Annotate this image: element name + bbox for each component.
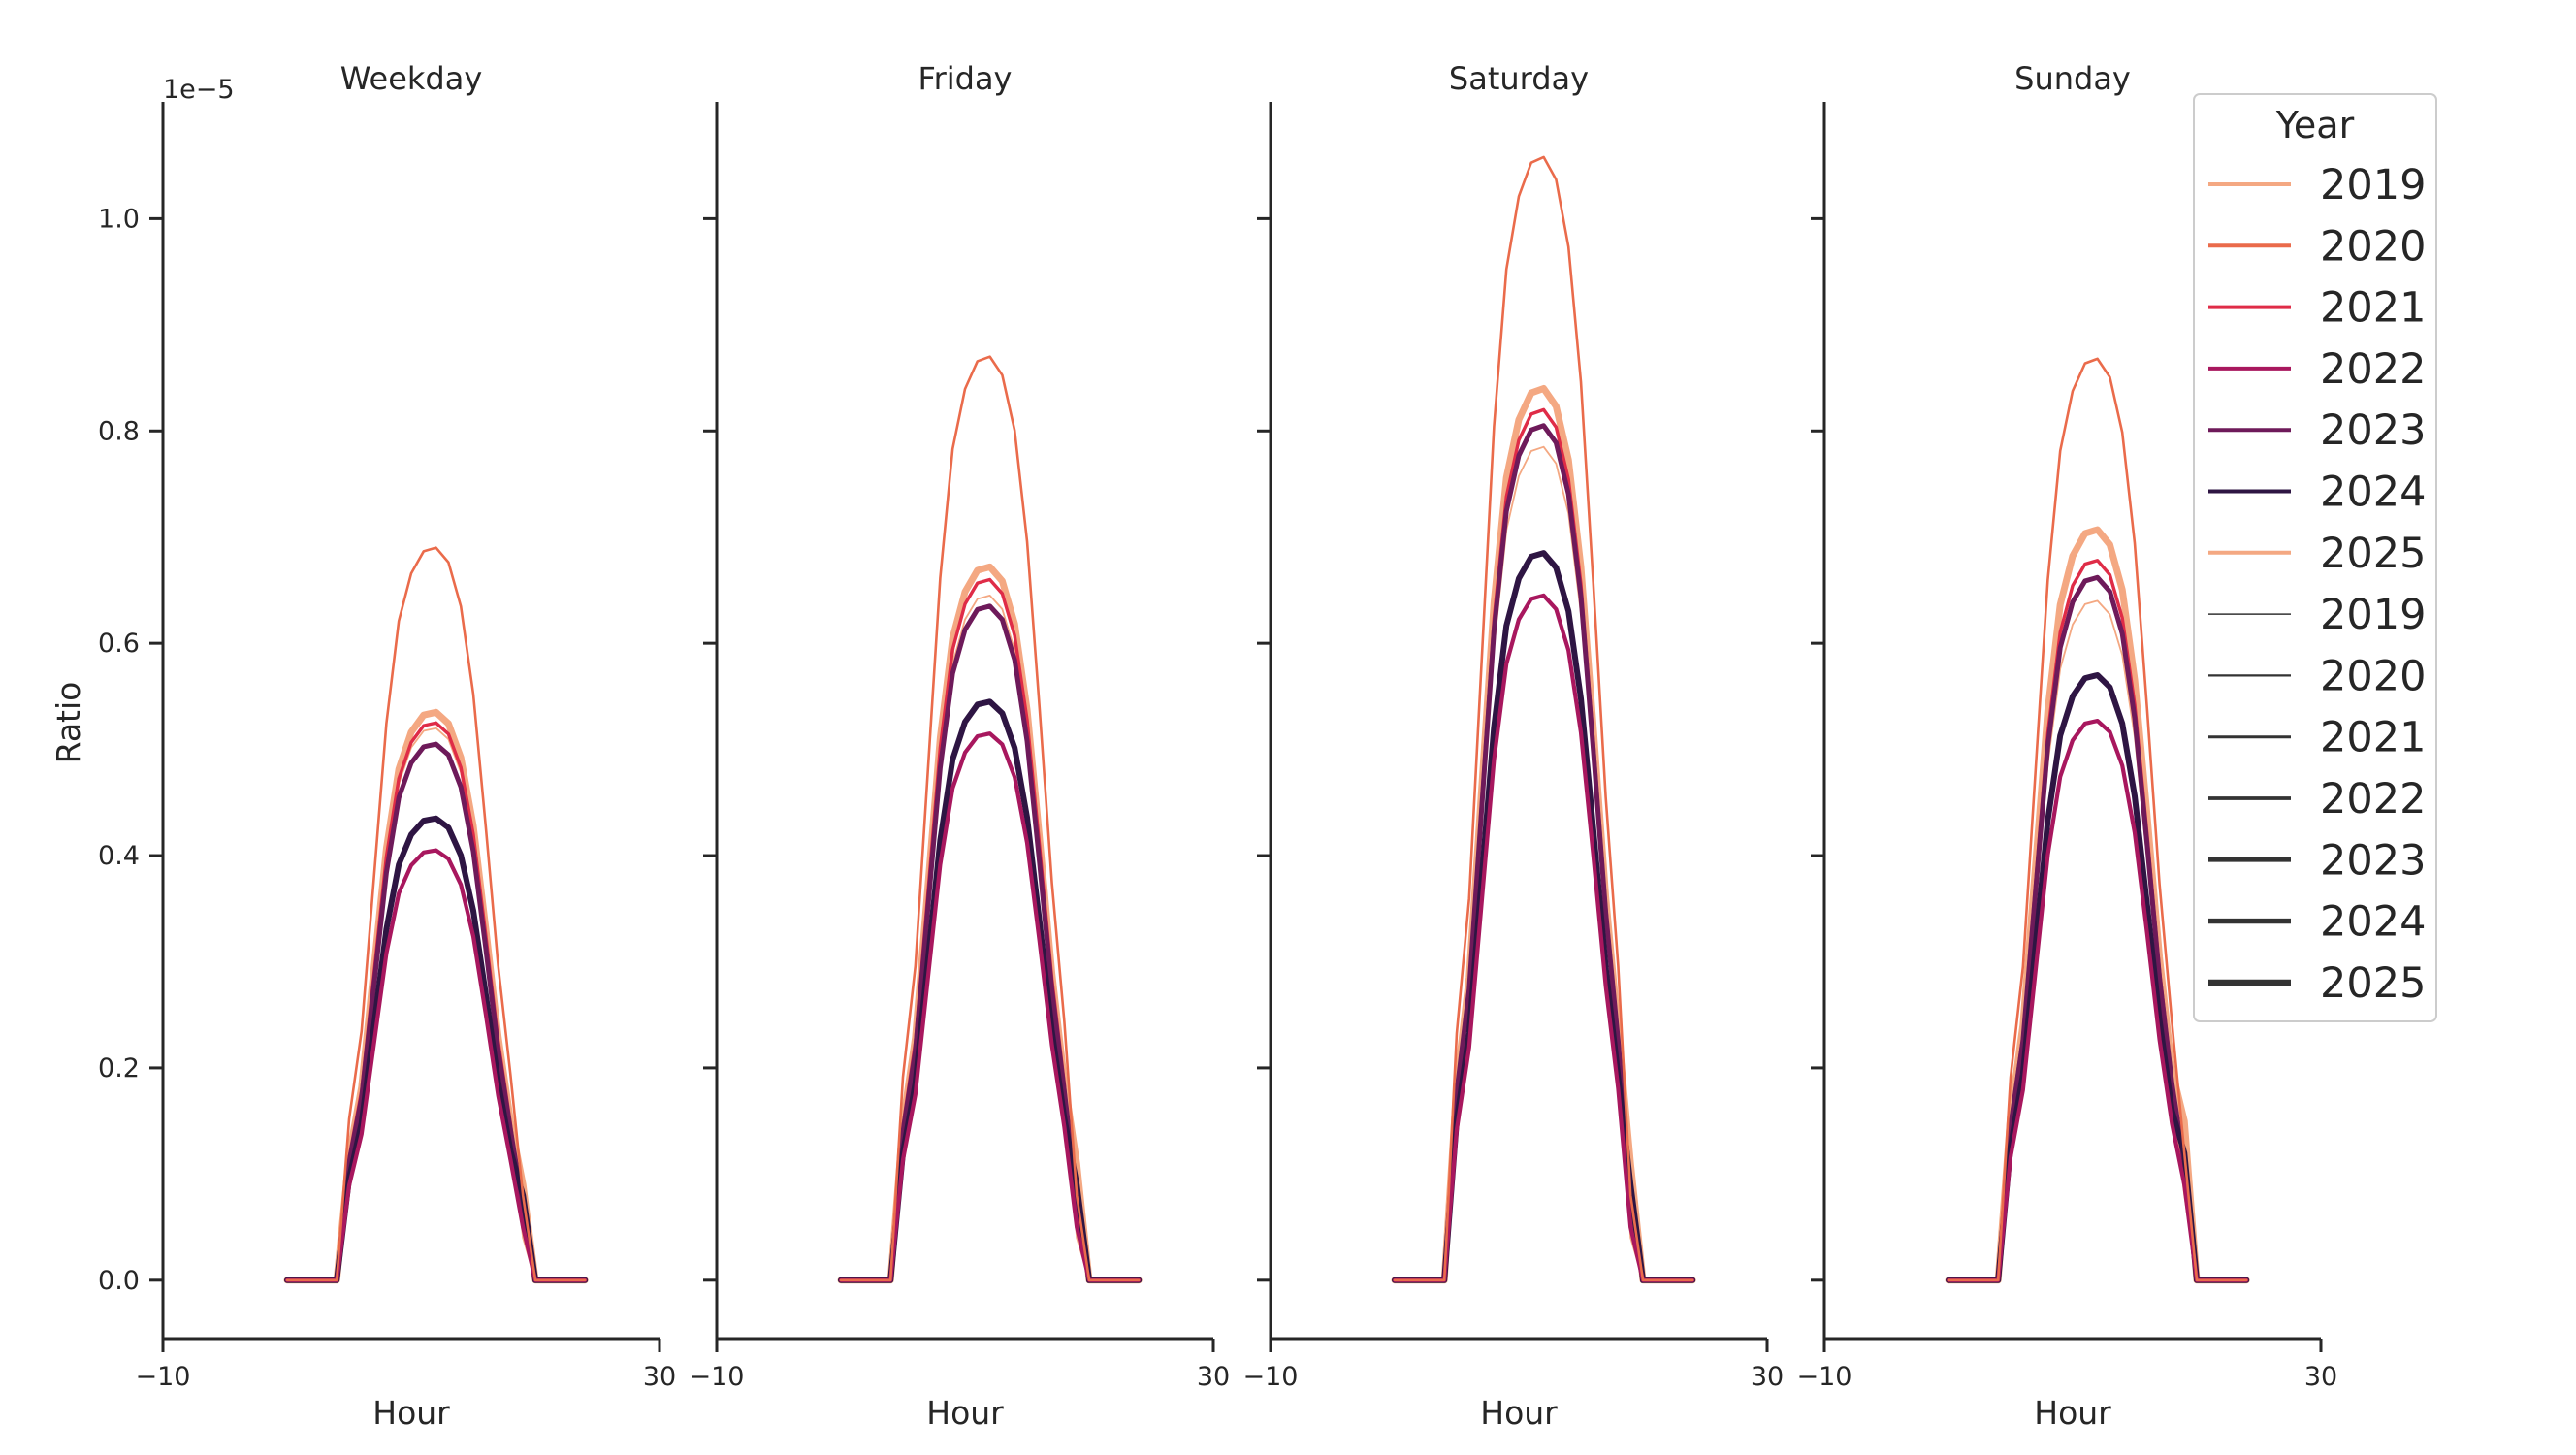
legend-label: 2022 bbox=[2320, 775, 2426, 824]
panel-friday: Friday −10 30 Hour bbox=[690, 60, 1231, 1432]
y-tick-label: 0.8 bbox=[98, 416, 140, 446]
y-tick-label: 0.4 bbox=[98, 841, 140, 871]
legend-label: 2019 bbox=[2320, 161, 2426, 210]
series-line-2019 bbox=[1394, 445, 1694, 1281]
series-line-2025 bbox=[1391, 384, 1696, 1284]
x-tick-label: 30 bbox=[2304, 1362, 2337, 1392]
series-line-2020 bbox=[839, 355, 1141, 1282]
series-line-2024 bbox=[284, 815, 589, 1283]
series-line-2020 bbox=[1393, 155, 1694, 1282]
series-line-2020 bbox=[285, 546, 587, 1282]
series-line-2019 bbox=[840, 595, 1141, 1281]
legend-label: 2020 bbox=[2320, 652, 2426, 700]
panel-title: Friday bbox=[918, 60, 1013, 97]
legend-label: 2019 bbox=[2320, 591, 2426, 639]
y-tick-label: 1.0 bbox=[98, 204, 140, 234]
legend-label: 2023 bbox=[2320, 406, 2426, 455]
panel-title: Sunday bbox=[2014, 60, 2131, 97]
legend-label: 2020 bbox=[2320, 222, 2426, 271]
panels: Weekday 0.0 0.2 0.4 0.6 0.8 1.0 −10 30 Hour 1e−5 Ra… bbox=[49, 60, 2337, 1432]
series-line-2022 bbox=[1392, 593, 1695, 1282]
y-tick-label: 0.2 bbox=[98, 1053, 140, 1083]
series-line-2021 bbox=[839, 577, 1141, 1282]
series-line-2022 bbox=[284, 848, 588, 1282]
panel-title: Weekday bbox=[340, 60, 483, 97]
x-axis-label: Hour bbox=[2034, 1394, 2111, 1432]
x-tick-label: 30 bbox=[1197, 1362, 1230, 1392]
panel-weekday: Weekday 0.0 0.2 0.4 0.6 0.8 1.0 −10 30 Hour 1e−5 Ra… bbox=[49, 60, 676, 1432]
x-tick-label: 30 bbox=[643, 1362, 676, 1392]
legend-label: 2021 bbox=[2320, 284, 2426, 333]
series-line-2023 bbox=[838, 603, 1142, 1283]
series-line-2020 bbox=[1947, 357, 2248, 1282]
series-line-2021 bbox=[285, 721, 587, 1282]
legend-label: 2021 bbox=[2320, 714, 2426, 762]
legend-label: 2023 bbox=[2320, 836, 2426, 885]
x-tick-label: −10 bbox=[1243, 1362, 1299, 1392]
series-line-2024 bbox=[838, 698, 1143, 1283]
series-line-2022 bbox=[838, 731, 1142, 1282]
panel-saturday: Saturday −10 30 Hour bbox=[1243, 60, 1785, 1432]
legend-label: 2024 bbox=[2320, 469, 2426, 517]
legend: Year 2019 2020 2021 2022 2023 2024 2025 2019 2020… bbox=[2193, 93, 2437, 1022]
series-line-2021 bbox=[1393, 407, 1694, 1282]
panel-sunday: Sunday −10 30 Hour bbox=[1797, 60, 2338, 1432]
x-tick-label: −10 bbox=[1797, 1362, 1852, 1392]
y-tick-label: 0.0 bbox=[98, 1266, 140, 1296]
x-tick-label: −10 bbox=[690, 1362, 745, 1392]
x-tick-label: −10 bbox=[136, 1362, 191, 1392]
panel-title: Saturday bbox=[1449, 60, 1589, 97]
series-line-2019 bbox=[286, 727, 587, 1281]
x-axis-label: Hour bbox=[372, 1394, 450, 1432]
legend-title: Year bbox=[2275, 104, 2355, 146]
series-line-2024 bbox=[1392, 550, 1696, 1283]
legend-label: 2024 bbox=[2320, 898, 2426, 947]
y-offset-label: 1e−5 bbox=[163, 75, 235, 105]
series-line-2023 bbox=[284, 741, 588, 1283]
series-line-2025 bbox=[283, 708, 589, 1284]
legend-label: 2025 bbox=[2320, 959, 2426, 1008]
legend-label: 2025 bbox=[2320, 530, 2426, 578]
y-axis-label: Ratio bbox=[49, 682, 87, 764]
y-tick-label: 0.6 bbox=[98, 629, 140, 659]
series-line-2025 bbox=[837, 563, 1143, 1284]
legend-label: 2022 bbox=[2320, 345, 2426, 394]
x-axis-label: Hour bbox=[1480, 1394, 1558, 1432]
legend-frame bbox=[2193, 93, 2437, 1022]
x-tick-label: 30 bbox=[1751, 1362, 1784, 1392]
x-axis-label: Hour bbox=[926, 1394, 1004, 1432]
